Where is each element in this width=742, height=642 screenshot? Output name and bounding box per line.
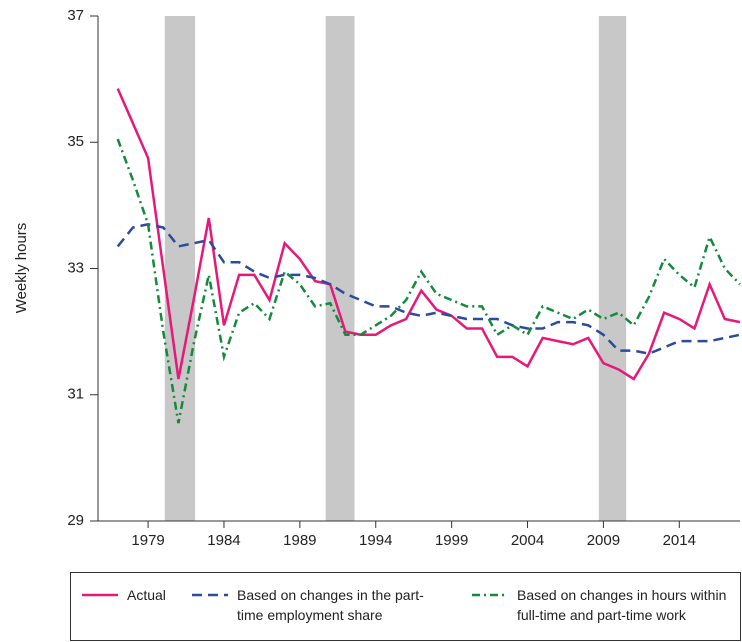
legend-swatch [472,593,508,597]
series-line [116,138,741,424]
x-tick-label: 1989 [283,532,316,549]
legend-label: Based on changes in hours within full-ti… [517,587,727,623]
x-tick-label: 1999 [435,532,468,549]
recession-band [164,16,196,521]
legend-swatch [192,593,228,597]
legend: Actual Based on changes in the part-time … [70,572,741,641]
legend-entry: Based on changes in hours within full-ti… [471,585,736,625]
y-tick-label: 29 [67,512,84,529]
series-line [116,88,741,381]
x-tick-label: 2004 [511,532,544,549]
legend-entry: Actual [81,585,241,605]
legend-entry: Based on changes in the part-time employ… [191,585,441,625]
y-tick-label: 31 [67,386,84,403]
legend-label: Actual [127,587,166,603]
y-tick-label: 33 [67,259,84,276]
x-tick-label: 1984 [207,532,240,549]
chart: Weekly hours 29 31 33 35 37 1979 1984 1989 1994 1… [13,7,741,549]
x-tick-label: 2014 [663,532,696,549]
x-tick-label: 1979 [131,532,164,549]
y-axis-label: Weekly hours [13,223,30,314]
series-line [116,223,741,356]
x-tick-label: 2009 [587,532,620,549]
x-tick-label: 1994 [359,532,392,549]
recession-band [598,16,627,521]
legend-label: Based on changes in the part-time employ… [237,587,424,623]
y-tick-label: 35 [67,133,84,150]
recession-band [325,16,355,521]
legend-swatch [82,593,118,597]
y-tick-label: 37 [67,7,84,24]
